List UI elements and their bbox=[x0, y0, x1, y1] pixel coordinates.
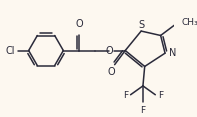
Text: O: O bbox=[106, 46, 113, 56]
Text: O: O bbox=[75, 19, 83, 29]
Text: CH₃: CH₃ bbox=[182, 18, 197, 27]
Text: F: F bbox=[123, 91, 128, 100]
Text: S: S bbox=[138, 20, 144, 30]
Text: O: O bbox=[107, 67, 115, 77]
Text: F: F bbox=[158, 91, 163, 100]
Text: N: N bbox=[169, 48, 176, 58]
Text: F: F bbox=[140, 106, 146, 115]
Text: Cl: Cl bbox=[6, 46, 15, 56]
